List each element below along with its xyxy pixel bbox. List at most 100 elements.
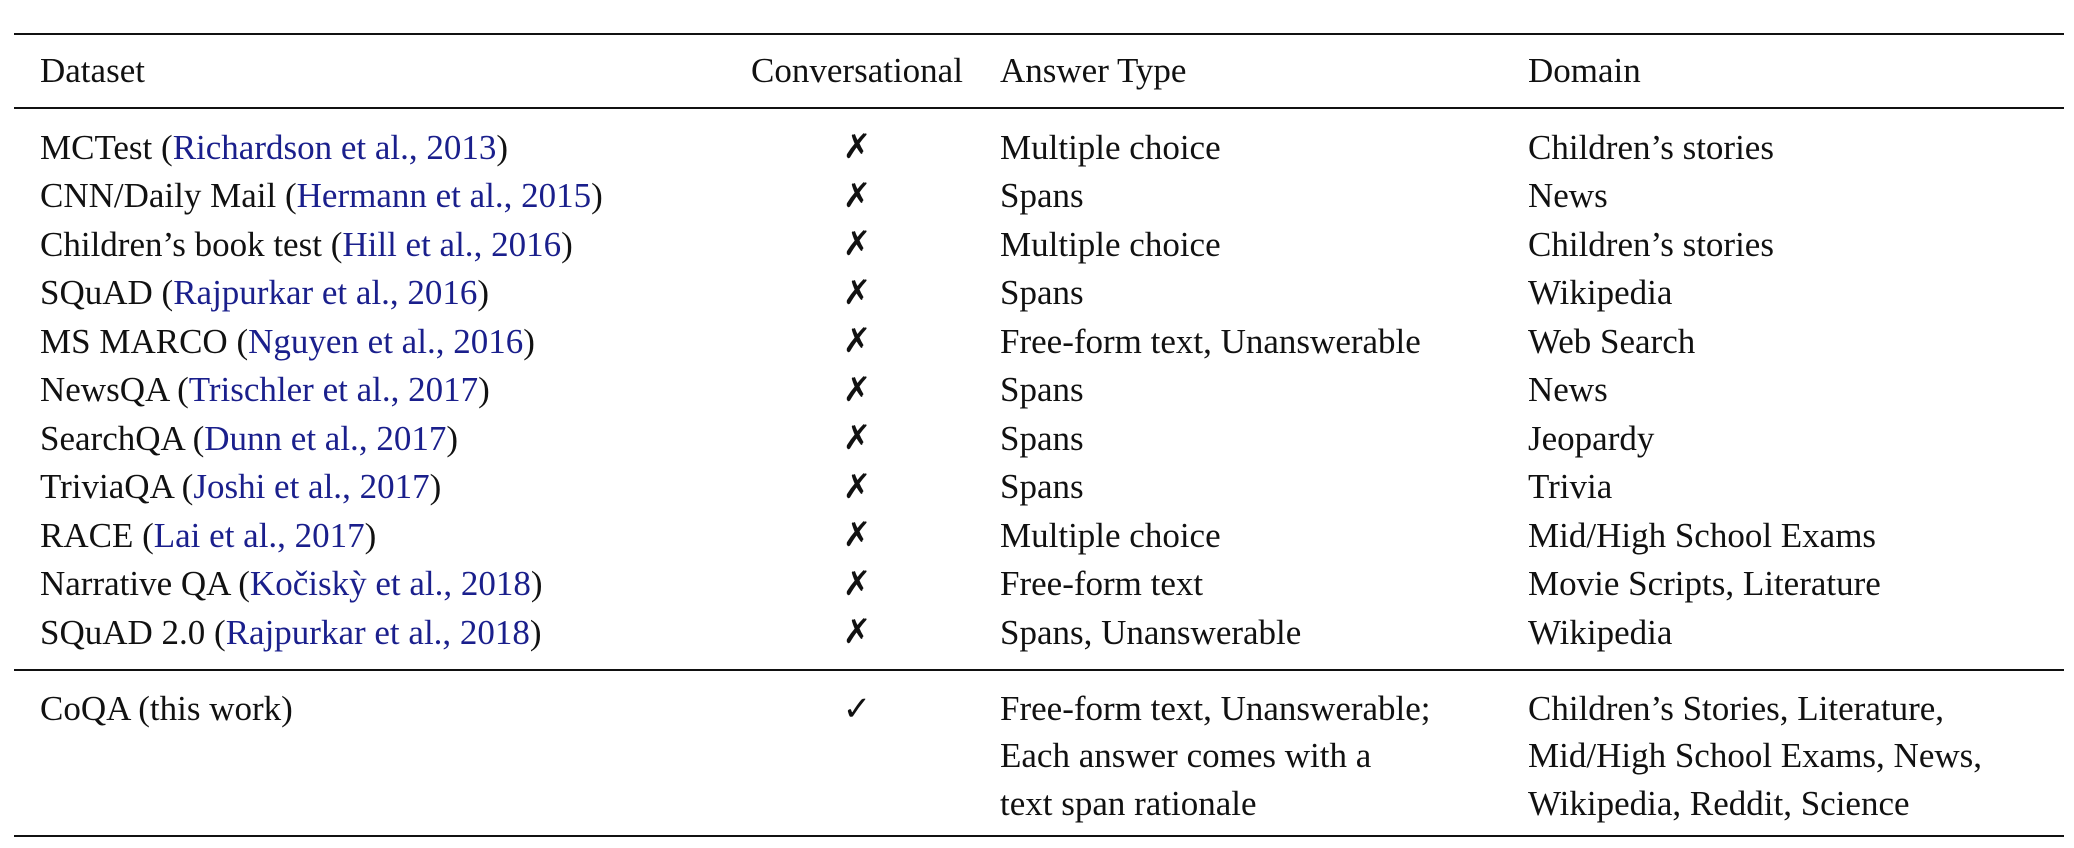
- answer-type-cell: Multiple choice: [1000, 224, 1221, 264]
- dataset-name: MCTest: [40, 127, 153, 167]
- citation-link[interactable]: Lai et al., 2017: [153, 515, 365, 555]
- cross-icon: ✗: [842, 420, 872, 457]
- conversational-cell: ✗: [714, 220, 1000, 269]
- citation-link[interactable]: Rajpurkar et al., 2018: [225, 612, 530, 652]
- table-row: MS MARCO (Nguyen et al., 2016) ✗ Free-fo…: [14, 317, 2064, 366]
- citation-link[interactable]: Rajpurkar et al., 2016: [173, 273, 478, 312]
- citation-year: 2015: [521, 176, 592, 215]
- dataset-name: SQuAD: [40, 273, 153, 312]
- domain-cell: Wikipedia: [1528, 273, 1673, 312]
- cross-icon: ✗: [842, 177, 872, 215]
- dataset-cell: MS MARCO (Nguyen et al., 2016): [40, 321, 535, 361]
- cross-icon: ✗: [842, 129, 872, 166]
- citation-authors: Richardson et al.: [172, 127, 409, 167]
- answer-type-cell: Free-form text, Unanswerable; Each answe…: [1000, 670, 1528, 837]
- citation-authors: Nguyen et al.: [248, 321, 436, 361]
- conversational-cell: ✗: [714, 608, 1000, 670]
- answer-type-cell: Free-form text, Unanswerable: [1000, 321, 1421, 361]
- table-row: TriviaQA (Joshi et al., 2017) ✗ Spans Tr…: [14, 463, 2064, 512]
- table-row: CNN/Daily Mail (Hermann et al., 2015) ✗ …: [14, 172, 2064, 221]
- answer-type-cell: Spans: [1000, 273, 1084, 312]
- citation-authors: Hill et al.: [342, 224, 474, 264]
- table-row-coqa: CoQA (this work) ✓ Free-form text, Unans…: [14, 669, 2064, 837]
- conversational-cell: ✗: [714, 414, 1000, 463]
- citation-year: 2017: [408, 370, 479, 409]
- citation-year: 2013: [426, 127, 497, 167]
- dataset-name: SQuAD 2.0: [40, 612, 206, 652]
- citation-year: 2018: [459, 612, 530, 652]
- cross-icon: ✗: [842, 323, 872, 360]
- answer-type-cell: Spans: [1000, 467, 1084, 506]
- dataset-name: TriviaQA: [40, 467, 173, 506]
- citation-year: 2016: [453, 321, 524, 361]
- domain-cell: News: [1528, 176, 1608, 215]
- conversational-cell: ✗: [714, 108, 1000, 172]
- table-header: Dataset Conversational Answer Type Domai…: [14, 34, 2064, 108]
- header-answer-type: Answer Type: [1000, 51, 1187, 91]
- answer-type-cell: Multiple choice: [1000, 127, 1221, 167]
- dataset-comparison-table: Dataset Conversational Answer Type Domai…: [14, 33, 2064, 837]
- citation-link[interactable]: Kočiskỳ et al., 2018: [249, 564, 531, 603]
- dataset-cell: SQuAD 2.0 (Rajpurkar et al., 2018): [40, 612, 542, 652]
- citation-authors: Trischler et al.: [188, 370, 391, 409]
- citation-link[interactable]: Trischler et al., 2017: [188, 370, 479, 409]
- domain-cell: Movie Scripts, Literature: [1528, 564, 1881, 603]
- dataset-cell: Narrative QA (Kočiskỳ et al., 2018): [40, 564, 543, 603]
- cross-icon: ✗: [842, 226, 872, 263]
- citation-authors: Dunn et al.: [204, 418, 359, 458]
- table-row: SQuAD (Rajpurkar et al., 2016) ✗ Spans W…: [14, 269, 2064, 318]
- cross-icon: ✗: [842, 517, 872, 554]
- citation-year: 2016: [407, 273, 478, 312]
- conversational-cell: ✗: [714, 269, 1000, 318]
- citation-year: 2018: [460, 564, 531, 603]
- conversational-cell: ✗: [714, 463, 1000, 512]
- domain-cell: Trivia: [1528, 467, 1613, 506]
- header-row: Dataset Conversational Answer Type Domai…: [14, 34, 2064, 108]
- dataset-name: Children’s book test: [40, 224, 322, 264]
- coqa-section: CoQA (this work) ✓ Free-form text, Unans…: [14, 669, 2064, 837]
- table-row: RACE (Lai et al., 2017) ✗ Multiple choic…: [14, 511, 2064, 560]
- cross-icon: ✗: [842, 565, 872, 603]
- citation-authors: Kočiskỳ et al.: [249, 564, 444, 603]
- answer-type-cell: Spans: [1000, 176, 1084, 215]
- citation-year: 2017: [359, 467, 430, 506]
- domain-cell: Children’s Stories, Literature, Mid/High…: [1528, 670, 2064, 837]
- domain-cell: News: [1528, 370, 1608, 409]
- dataset-cell: NewsQA (Trischler et al., 2017): [40, 370, 490, 409]
- conversational-cell: ✗: [714, 560, 1000, 609]
- domain-line: Children’s Stories, Literature,: [1528, 688, 1945, 728]
- citation-link[interactable]: Hermann et al., 2015: [296, 176, 592, 215]
- dataset-name: NewsQA: [40, 370, 169, 409]
- dataset-cell: SQuAD (Rajpurkar et al., 2016): [40, 273, 490, 312]
- citation-year: 2016: [491, 224, 562, 264]
- dataset-name: Narrative QA: [40, 564, 230, 603]
- citation-link[interactable]: Hill et al., 2016: [342, 224, 562, 264]
- dataset-name: CNN/Daily Mail: [40, 176, 277, 215]
- citation-link[interactable]: Richardson et al., 2013: [172, 127, 497, 167]
- citation-authors: Rajpurkar et al.: [173, 273, 390, 312]
- dataset-cell: CNN/Daily Mail (Hermann et al., 2015): [40, 176, 603, 215]
- dataset-cell: TriviaQA (Joshi et al., 2017): [40, 467, 442, 506]
- dataset-cell: SearchQA (Dunn et al., 2017): [40, 418, 458, 458]
- citation-link[interactable]: Nguyen et al., 2016: [248, 321, 524, 361]
- conversational-check-mark: ✓: [714, 670, 1000, 837]
- answer-type-cell: Spans: [1000, 418, 1084, 458]
- answer-type-line: text span rationale: [1000, 783, 1257, 823]
- answer-type-cell: Free-form text: [1000, 564, 1204, 603]
- check-icon: ✓: [842, 690, 872, 728]
- dataset-name: CoQA (this work): [40, 688, 293, 728]
- table-body: MCTest (Richardson et al., 2013) ✗ Multi…: [14, 108, 2064, 670]
- citation-link[interactable]: Joshi et al., 2017: [193, 467, 430, 506]
- comparison-table-container: Dataset Conversational Answer Type Domai…: [14, 33, 2064, 837]
- cross-icon: ✗: [842, 614, 872, 651]
- citation-authors: Joshi et al.: [193, 467, 343, 506]
- domain-cell: Children’s stories: [1528, 127, 1774, 167]
- citation-link[interactable]: Dunn et al., 2017: [204, 418, 447, 458]
- conversational-cell: ✗: [714, 511, 1000, 560]
- dataset-cell: RACE (Lai et al., 2017): [40, 515, 377, 555]
- domain-line: Wikipedia, Reddit, Science: [1528, 783, 1910, 823]
- citation-authors: Lai et al.: [153, 515, 278, 555]
- header-dataset: Dataset: [40, 51, 145, 91]
- answer-type-line: Free-form text, Unanswerable;: [1000, 688, 1431, 728]
- conversational-cell: ✗: [714, 317, 1000, 366]
